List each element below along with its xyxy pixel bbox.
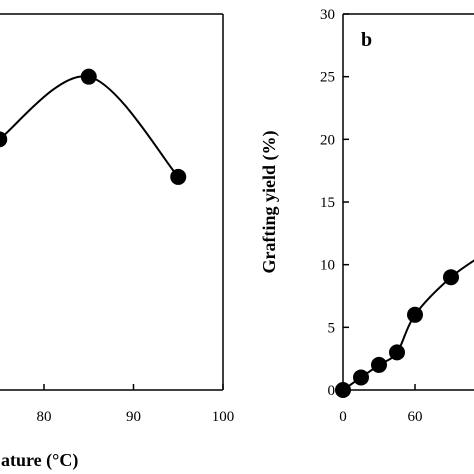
panel-a-x-tick-label: 80 <box>37 409 52 425</box>
panel-b-data-point <box>443 269 459 286</box>
panel-a-series-points <box>0 68 187 185</box>
panel-b-y-tick-label: 5 <box>328 320 336 336</box>
panel-b-series-points <box>335 269 459 398</box>
panel-b-data-point <box>407 306 423 323</box>
panel-b-data-point <box>389 344 405 361</box>
panel-b-y-tick-label: 10 <box>320 258 335 274</box>
panel-a-data-point <box>0 131 8 148</box>
panel-b-data-point <box>371 356 387 373</box>
panel-a-x-axis-title: ature (°C) <box>1 450 78 471</box>
panel-b-y-tick-label: 20 <box>320 132 335 148</box>
panel-b-data-point <box>335 382 351 398</box>
panel-b-y-tick-label: 25 <box>320 70 335 86</box>
panel-a-x-ticks: 80 90 100 <box>37 384 235 425</box>
panel-b-y-tick-label: 0 <box>328 383 336 399</box>
panel-a-x-tick-label: 100 <box>212 409 235 425</box>
panel-b-y-axis-title: Grafting yield (%) <box>259 131 280 274</box>
panel-b-x-tick-label: 0 <box>339 409 347 425</box>
panel-a-x-tick-label: 90 <box>126 409 141 425</box>
panel-a-data-point <box>170 168 187 185</box>
panel-b-y-ticks: 0 5 10 15 20 25 30 <box>320 7 349 399</box>
panel-b-data-point <box>353 369 369 386</box>
panel-a: 80 90 100 ature (°C) <box>0 13 235 471</box>
panel-b-label: b <box>361 29 372 51</box>
panel-b-x-tick-label: 60 <box>408 409 423 425</box>
panel-b-y-tick-label: 30 <box>320 7 335 23</box>
panel-a-series-line <box>0 75 179 178</box>
panel-a-data-point <box>80 68 97 85</box>
panel-b-y-tick-label: 15 <box>320 195 335 211</box>
